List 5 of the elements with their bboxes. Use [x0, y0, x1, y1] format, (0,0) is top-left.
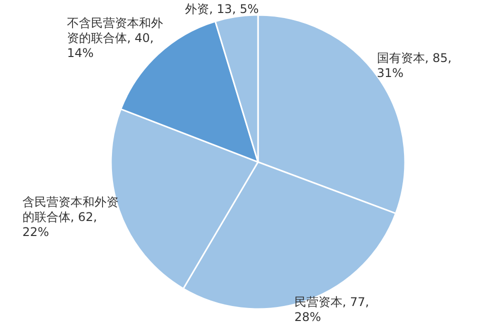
slice-label: 国有资本, 85, 31%: [376, 50, 453, 81]
slice-label: 民营资本, 77, 28%: [294, 295, 370, 325]
slice-label: 含民营资本和外资的联合体, 62, 22%: [22, 194, 118, 240]
slice-label: 外资, 13, 5%: [185, 2, 260, 17]
slice-label: 不含民营资本和外资的联合体, 40, 14%: [66, 16, 163, 61]
